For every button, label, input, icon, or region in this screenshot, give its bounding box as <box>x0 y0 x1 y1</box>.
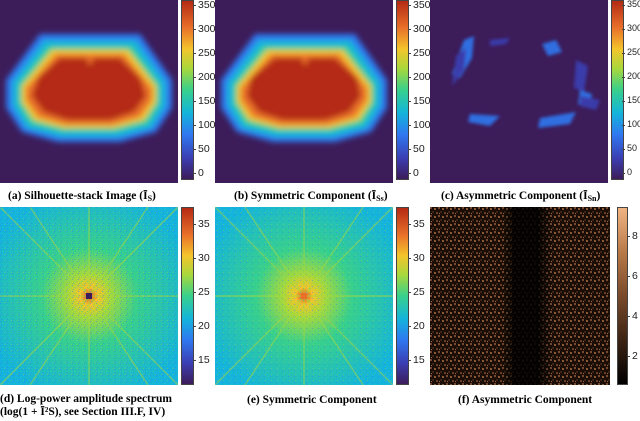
asymmetric-spectrum-image <box>430 207 610 385</box>
colorbar-b-tick: 250 <box>408 47 431 59</box>
colorbar-a-tick: 250 <box>193 47 216 59</box>
colorbar-f <box>617 207 628 385</box>
colorbar-c-tick: 350 <box>621 0 640 9</box>
colorbar-c-tick: 300 <box>621 24 640 33</box>
colorbar-d-tick: 30 <box>193 252 210 264</box>
colorbar-b-tick: 200 <box>408 71 431 83</box>
colorbar-a-tick: 150 <box>193 95 216 107</box>
colorbar-b-tick: 300 <box>408 23 431 35</box>
asymmetric-image <box>430 0 608 183</box>
silhouette-image <box>0 0 178 183</box>
colorbar-c-tick: 150 <box>621 96 640 105</box>
colorbar-a-tick: 50 <box>193 143 210 155</box>
colorbar-b-tick: 100 <box>408 119 431 131</box>
colorbar-a-tick: 300 <box>193 23 216 35</box>
colorbar-e-tick: 25 <box>408 286 425 298</box>
colorbar-a-tick: 200 <box>193 71 216 83</box>
symmetric-image <box>215 0 393 183</box>
caption-a: (a) Silhouette-stack Image (ĪS) <box>8 190 156 203</box>
colorbar-c-tick: 50 <box>621 143 638 153</box>
colorbar-c-tick: 200 <box>621 72 640 81</box>
colorbar-f-tick: 4 <box>627 310 638 322</box>
colorbar-c-tick: 250 <box>621 48 640 57</box>
caption-e: (e) Symmetric Component <box>247 394 377 406</box>
colorbar-d-tick: 15 <box>193 354 210 366</box>
colorbar-a <box>181 0 194 180</box>
colorbar-c-tick: 100 <box>621 120 640 129</box>
symmetric-spectrum-image <box>215 207 393 385</box>
caption-d: (d) Log-power amplitude spectrum (log(1 … <box>0 393 172 419</box>
colorbar-d-tick: 25 <box>193 286 210 298</box>
colorbar-a-tick: 0 <box>193 167 204 179</box>
colorbar-f-tick: 8 <box>627 230 638 242</box>
colorbar-b-tick: 150 <box>408 95 431 107</box>
colorbar-e-tick: 20 <box>408 320 425 332</box>
colorbar-a-tick: 100 <box>193 119 216 131</box>
caption-f: (f) Asymmetric Component <box>458 394 593 406</box>
colorbar-b <box>396 0 409 180</box>
log-power-spectrum-image <box>0 207 178 385</box>
colorbar-d-tick: 35 <box>193 218 210 230</box>
colorbar-f-tick: 6 <box>627 270 638 282</box>
colorbar-e <box>396 207 409 385</box>
colorbar-d <box>181 207 194 385</box>
colorbar-e-tick: 30 <box>408 252 425 264</box>
colorbar-e-tick: 35 <box>408 218 425 230</box>
colorbar-f-tick: 2 <box>627 350 638 362</box>
colorbar-b-tick: 350 <box>408 0 431 11</box>
colorbar-e-tick: 15 <box>408 354 425 366</box>
caption-b: (b) Symmetric Component (ĪSs) <box>234 190 388 203</box>
caption-c: (c) Asymmetric Component (ĪSn) <box>441 190 601 203</box>
colorbar-a-tick: 350 <box>193 0 216 11</box>
colorbar-d-tick: 20 <box>193 320 210 332</box>
colorbar-b-tick: 0 <box>408 167 419 179</box>
colorbar-c-tick: 0 <box>621 167 633 177</box>
colorbar-b-tick: 50 <box>408 143 425 155</box>
colorbar-c <box>611 0 624 180</box>
